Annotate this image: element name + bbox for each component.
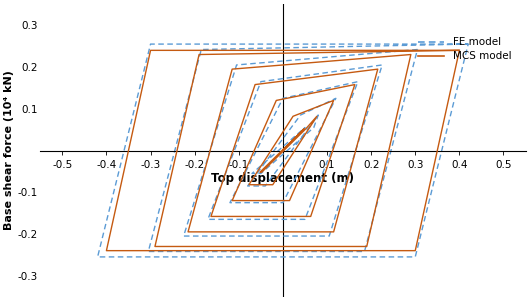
FE model	[355, 80, 361, 83]
FE model	[302, 218, 308, 221]
FE model	[244, 184, 251, 188]
FE model	[465, 42, 471, 46]
MCS model	[303, 127, 309, 131]
Line: FE model: FE model	[98, 44, 468, 257]
MCS model	[408, 53, 414, 56]
MCS model	[257, 170, 263, 174]
MCS model	[456, 48, 463, 52]
MCS model	[412, 249, 419, 253]
MCS model	[246, 183, 252, 187]
FE model	[258, 172, 264, 175]
MCS model	[103, 249, 110, 253]
MCS model	[286, 199, 293, 202]
MCS model	[331, 230, 337, 234]
MCS model	[456, 48, 463, 52]
FE model	[412, 255, 419, 259]
FE model	[280, 97, 286, 100]
MCS model	[307, 215, 314, 218]
MCS model	[270, 183, 276, 187]
MCS model	[259, 170, 265, 174]
FE model	[280, 149, 286, 152]
MCS model	[290, 114, 296, 118]
MCS model	[185, 230, 191, 234]
MCS model	[196, 53, 202, 56]
Line: MCS model: MCS model	[107, 50, 460, 251]
MCS model	[229, 199, 235, 202]
MCS model	[208, 215, 214, 218]
MCS model	[147, 48, 154, 52]
FE model	[361, 250, 368, 253]
FE model	[379, 63, 385, 67]
MCS model	[301, 127, 307, 131]
MCS model	[229, 67, 235, 71]
FE model	[94, 255, 101, 259]
MCS model	[314, 114, 320, 118]
FE model	[297, 113, 304, 117]
FE model	[227, 201, 233, 204]
FE model	[249, 172, 255, 175]
FE model	[315, 113, 321, 117]
FE model	[311, 126, 317, 129]
FE model	[262, 184, 268, 188]
FE model	[333, 97, 339, 100]
FE model	[280, 201, 286, 204]
MCS model	[273, 99, 279, 102]
FE model	[147, 42, 154, 46]
MCS model	[364, 245, 370, 248]
MCS model	[252, 83, 258, 86]
MCS model	[375, 67, 381, 71]
FE model	[302, 126, 308, 129]
FE model	[326, 234, 332, 238]
FE model	[258, 80, 264, 83]
MCS model	[152, 245, 158, 248]
FE model	[233, 63, 240, 67]
Legend: FE model, MCS model: FE model, MCS model	[414, 33, 516, 66]
Y-axis label: Base shear force (10⁴ kN): Base shear force (10⁴ kN)	[4, 70, 14, 231]
MCS model	[331, 99, 337, 102]
FE model	[205, 218, 211, 221]
X-axis label: Top displacement (m): Top displacement (m)	[211, 172, 355, 185]
FE model	[198, 48, 205, 51]
FE model	[414, 48, 421, 51]
MCS model	[351, 83, 358, 86]
FE model	[145, 250, 152, 253]
FE model	[465, 42, 471, 46]
FE model	[180, 234, 187, 238]
MCS model	[280, 149, 286, 152]
